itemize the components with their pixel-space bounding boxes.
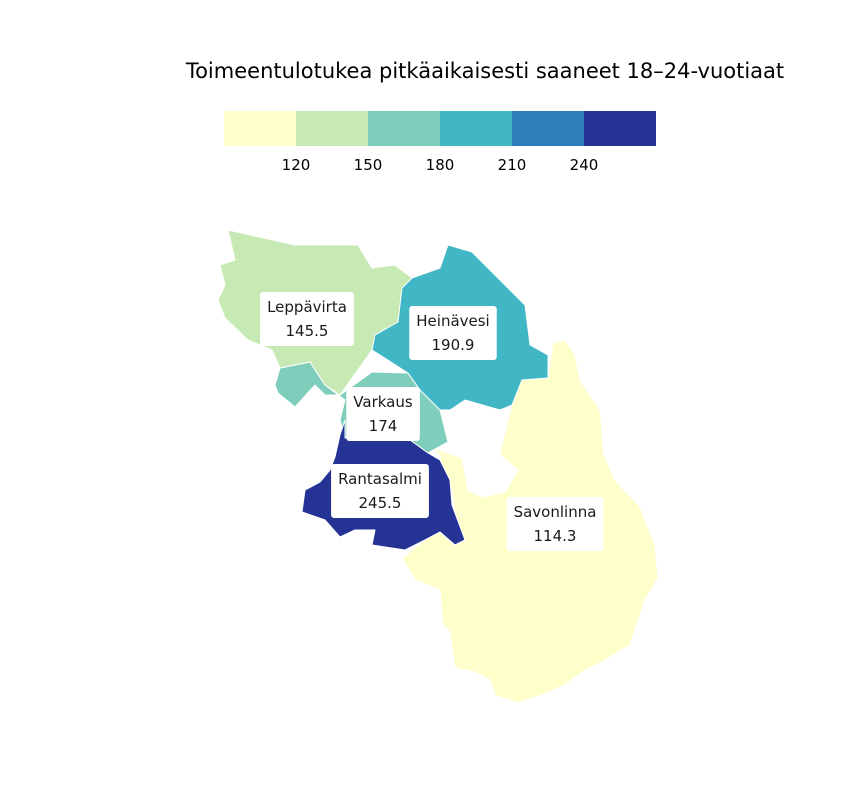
legend-swatch-0 — [224, 111, 296, 146]
legend-swatch-1 — [296, 111, 368, 146]
region-label-rantasalmi: Rantasalmi 245.5 — [331, 464, 429, 518]
region-value-heinavesi: 190.9 — [432, 336, 475, 354]
region-label-leppavirta: Leppävirta 145.5 — [260, 292, 354, 346]
region-name-savonlinna: Savonlinna — [514, 503, 597, 521]
legend-tick-0: 120 — [282, 156, 311, 174]
legend-swatch-3 — [440, 111, 512, 146]
region-value-rantasalmi: 245.5 — [359, 494, 402, 512]
region-label-varkaus: Varkaus 174 — [346, 387, 420, 441]
region-name-heinavesi: Heinävesi — [416, 312, 489, 330]
region-label-savonlinna: Savonlinna 114.3 — [506, 497, 604, 551]
legend-swatch-5 — [584, 111, 656, 146]
legend-swatch-4 — [512, 111, 584, 146]
region-value-leppavirta: 145.5 — [286, 322, 329, 340]
region-name-rantasalmi: Rantasalmi — [338, 470, 422, 488]
region-label-box-heinavesi — [409, 306, 497, 360]
region-value-varkaus: 174 — [369, 417, 398, 435]
region-label-box-leppavirta — [260, 292, 354, 346]
region-name-leppavirta: Leppävirta — [267, 298, 347, 316]
region-label-box-rantasalmi — [331, 464, 429, 518]
legend-tick-3: 210 — [498, 156, 527, 174]
region-labels: Leppävirta 145.5 Heinävesi 190.9 Varkaus 174 R… — [260, 292, 604, 551]
region-label-box-varkaus — [346, 387, 420, 441]
map-title: Toimeentulotukea pitkäaikaisesti saaneet… — [185, 59, 784, 83]
region-name-varkaus: Varkaus — [353, 393, 413, 411]
legend-tick-4: 240 — [570, 156, 599, 174]
region-label-box-savonlinna — [506, 497, 604, 551]
legend-tick-1: 150 — [354, 156, 383, 174]
legend-swatch-2 — [368, 111, 440, 146]
region-value-savonlinna: 114.3 — [534, 527, 577, 545]
region-label-heinavesi: Heinävesi 190.9 — [409, 306, 497, 360]
legend-tick-2: 180 — [426, 156, 455, 174]
legend: 120 150 180 210 240 — [224, 111, 656, 174]
